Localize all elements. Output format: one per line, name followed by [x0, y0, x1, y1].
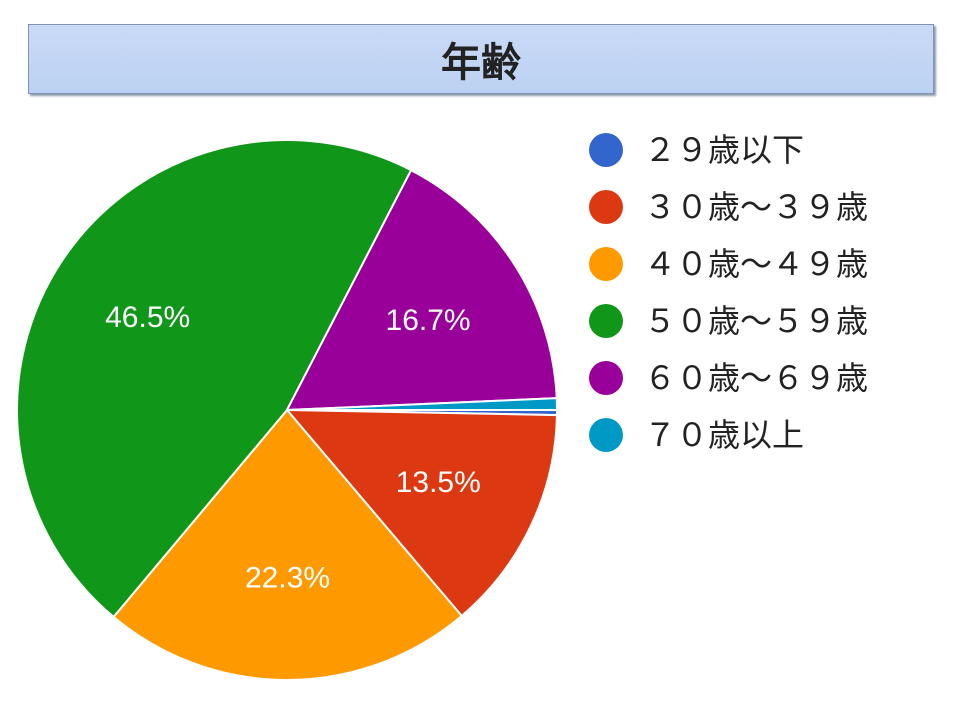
legend-label: ６０歳～６９歳	[644, 359, 868, 397]
legend-label: ５０歳～５９歳	[644, 302, 868, 340]
legend-label: ２９歳以下	[644, 131, 804, 169]
data-label: 46.5%	[105, 301, 190, 334]
legend-label: ７０歳以上	[644, 416, 804, 454]
legend-marker	[589, 418, 623, 452]
pie-slice[interactable]	[286, 397, 559, 411]
legend-marker	[589, 133, 623, 167]
pie-slice[interactable]	[284, 408, 558, 618]
legend-label: ４０歳～４９歳	[644, 245, 868, 283]
pie-slice[interactable]	[16, 139, 413, 619]
legend-label: ３０歳～３９歳	[644, 188, 868, 226]
legend-marker	[589, 361, 623, 395]
data-label: 16.7%	[386, 304, 471, 337]
chart-title: 年齢	[28, 24, 934, 94]
legend-marker	[589, 304, 623, 338]
legend-marker	[589, 247, 623, 281]
pie-slice[interactable]	[285, 168, 558, 412]
pie-slice[interactable]	[112, 408, 464, 681]
data-label: 13.5%	[396, 466, 481, 499]
data-label: 22.3%	[245, 561, 330, 594]
legend-marker	[589, 190, 623, 224]
